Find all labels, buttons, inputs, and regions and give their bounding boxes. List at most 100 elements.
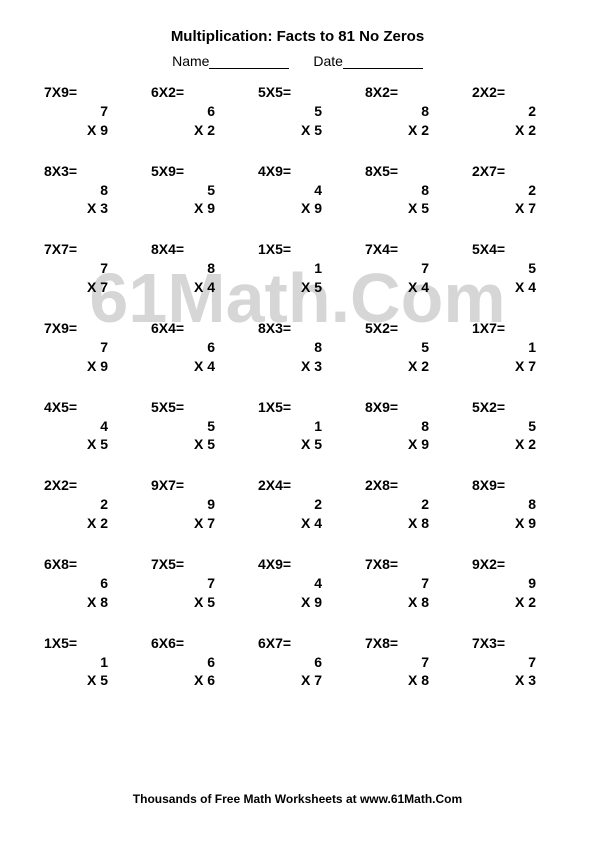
horizontal-expression: 6X6= bbox=[151, 634, 223, 653]
multiplier-line: X 5 bbox=[258, 278, 330, 297]
horizontal-expression: 8X9= bbox=[365, 398, 437, 417]
horizontal-expression: 5X2= bbox=[472, 398, 544, 417]
horizontal-expression: 1X7= bbox=[472, 319, 544, 338]
problem-cell: 8X4=8X 4 bbox=[151, 240, 223, 297]
multiplicand: 8 bbox=[258, 338, 330, 357]
problem-cell: 7X4=7X 4 bbox=[365, 240, 437, 297]
multiplier-line: X 3 bbox=[258, 357, 330, 376]
multiplicand: 2 bbox=[258, 495, 330, 514]
multiplicand: 1 bbox=[44, 653, 116, 672]
date-blank bbox=[343, 55, 423, 69]
name-label: Name bbox=[172, 53, 209, 69]
problem-cell: 2X8=2X 8 bbox=[365, 476, 437, 533]
horizontal-expression: 2X4= bbox=[258, 476, 330, 495]
multiplier-line: X 3 bbox=[472, 671, 544, 690]
multiplier-line: X 9 bbox=[258, 199, 330, 218]
page-title: Multiplication: Facts to 81 No Zeros bbox=[38, 28, 557, 45]
multiplier-line: X 9 bbox=[258, 593, 330, 612]
problem-cell: 6X6=6X 6 bbox=[151, 634, 223, 691]
multiplier-line: X 7 bbox=[258, 671, 330, 690]
problem-cell: 7X7=7X 7 bbox=[44, 240, 116, 297]
multiplier-line: X 5 bbox=[44, 671, 116, 690]
problem-cell: 5X5=5X 5 bbox=[151, 398, 223, 455]
problem-cell: 4X5=4X 5 bbox=[44, 398, 116, 455]
multiplicand: 6 bbox=[258, 653, 330, 672]
horizontal-expression: 4X9= bbox=[258, 555, 330, 574]
problem-cell: 8X2=8X 2 bbox=[365, 83, 437, 140]
multiplicand: 6 bbox=[44, 574, 116, 593]
problem-cell: 5X5=5X 5 bbox=[258, 83, 330, 140]
multiplier-line: X 2 bbox=[44, 514, 116, 533]
multiplier-line: X 9 bbox=[44, 121, 116, 140]
multiplier-line: X 2 bbox=[472, 593, 544, 612]
multiplier-line: X 4 bbox=[472, 278, 544, 297]
multiplicand: 4 bbox=[258, 181, 330, 200]
multiplier-line: X 2 bbox=[472, 121, 544, 140]
horizontal-expression: 9X2= bbox=[472, 555, 544, 574]
multiplier-line: X 4 bbox=[151, 357, 223, 376]
horizontal-expression: 5X5= bbox=[258, 83, 330, 102]
multiplier-line: X 8 bbox=[365, 514, 437, 533]
name-blank bbox=[209, 55, 289, 69]
horizontal-expression: 1X5= bbox=[44, 634, 116, 653]
horizontal-expression: 5X4= bbox=[472, 240, 544, 259]
problem-cell: 8X9=8X 9 bbox=[472, 476, 544, 533]
multiplicand: 7 bbox=[472, 653, 544, 672]
multiplier-line: X 9 bbox=[472, 514, 544, 533]
problem-cell: 1X5=1X 5 bbox=[258, 240, 330, 297]
multiplier-line: X 4 bbox=[365, 278, 437, 297]
problem-cell: 8X5=8X 5 bbox=[365, 162, 437, 219]
multiplicand: 8 bbox=[472, 495, 544, 514]
multiplier-line: X 2 bbox=[472, 435, 544, 454]
multiplicand: 5 bbox=[472, 259, 544, 278]
problem-cell: 8X3=8X 3 bbox=[258, 319, 330, 376]
multiplicand: 7 bbox=[44, 338, 116, 357]
multiplier-line: X 5 bbox=[151, 593, 223, 612]
multiplicand: 7 bbox=[365, 653, 437, 672]
multiplicand: 9 bbox=[151, 495, 223, 514]
horizontal-expression: 2X2= bbox=[44, 476, 116, 495]
horizontal-expression: 7X4= bbox=[365, 240, 437, 259]
multiplier-line: X 5 bbox=[258, 121, 330, 140]
horizontal-expression: 8X9= bbox=[472, 476, 544, 495]
multiplier-line: X 2 bbox=[365, 121, 437, 140]
horizontal-expression: 1X5= bbox=[258, 240, 330, 259]
multiplier-line: X 5 bbox=[44, 435, 116, 454]
problem-cell: 6X7=6X 7 bbox=[258, 634, 330, 691]
horizontal-expression: 5X5= bbox=[151, 398, 223, 417]
horizontal-expression: 2X2= bbox=[472, 83, 544, 102]
multiplicand: 2 bbox=[472, 102, 544, 121]
multiplicand: 6 bbox=[151, 338, 223, 357]
horizontal-expression: 7X8= bbox=[365, 555, 437, 574]
multiplicand: 2 bbox=[44, 495, 116, 514]
multiplier-line: X 4 bbox=[151, 278, 223, 297]
problems-grid: 7X9=7X 96X2=6X 25X5=5X 58X2=8X 22X2=2X 2… bbox=[38, 83, 557, 690]
multiplier-line: X 7 bbox=[151, 514, 223, 533]
horizontal-expression: 1X5= bbox=[258, 398, 330, 417]
horizontal-expression: 2X7= bbox=[472, 162, 544, 181]
multiplicand: 4 bbox=[44, 417, 116, 436]
multiplier-line: X 8 bbox=[365, 593, 437, 612]
horizontal-expression: 2X8= bbox=[365, 476, 437, 495]
problem-cell: 6X8=6X 8 bbox=[44, 555, 116, 612]
horizontal-expression: 8X3= bbox=[258, 319, 330, 338]
problem-cell: 2X2=2X 2 bbox=[44, 476, 116, 533]
multiplier-line: X 5 bbox=[151, 435, 223, 454]
multiplier-line: X 5 bbox=[365, 199, 437, 218]
multiplier-line: X 5 bbox=[258, 435, 330, 454]
problem-cell: 7X9=7X 9 bbox=[44, 319, 116, 376]
horizontal-expression: 8X3= bbox=[44, 162, 116, 181]
horizontal-expression: 8X2= bbox=[365, 83, 437, 102]
problem-cell: 8X9=8X 9 bbox=[365, 398, 437, 455]
multiplicand: 8 bbox=[365, 102, 437, 121]
problem-cell: 9X2=9X 2 bbox=[472, 555, 544, 612]
problem-cell: 5X2=5X 2 bbox=[472, 398, 544, 455]
multiplier-line: X 7 bbox=[44, 278, 116, 297]
problem-cell: 4X9=4X 9 bbox=[258, 162, 330, 219]
multiplicand: 1 bbox=[472, 338, 544, 357]
horizontal-expression: 7X8= bbox=[365, 634, 437, 653]
problem-cell: 7X3=7X 3 bbox=[472, 634, 544, 691]
multiplier-line: X 4 bbox=[258, 514, 330, 533]
horizontal-expression: 4X5= bbox=[44, 398, 116, 417]
multiplicand: 5 bbox=[365, 338, 437, 357]
